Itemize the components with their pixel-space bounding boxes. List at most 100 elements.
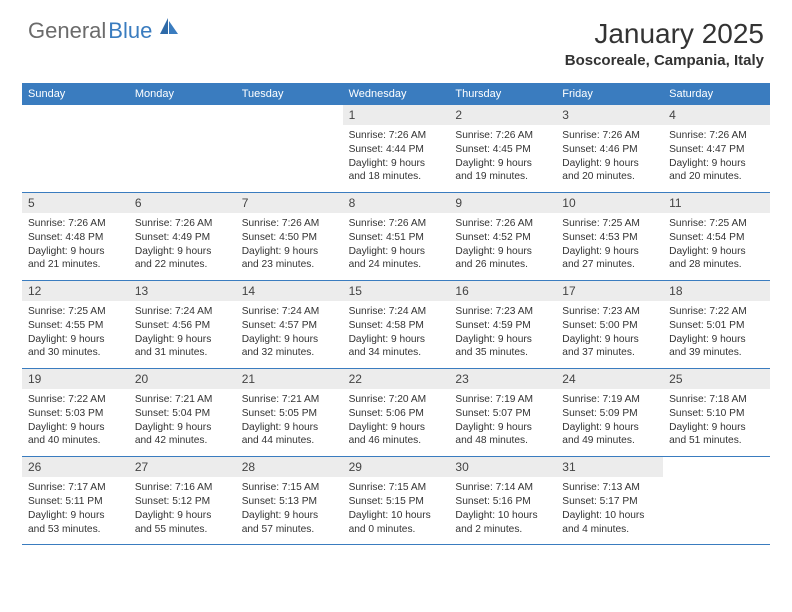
- calendar-body: 1Sunrise: 7:26 AMSunset: 4:44 PMDaylight…: [22, 105, 770, 545]
- calendar-day-cell: 5 Sunrise: 7:26 AMSunset: 4:48 PMDaylight…: [22, 193, 129, 280]
- sunset-line: Sunset: 5:10 PM: [669, 407, 764, 421]
- location-label: Boscoreale, Campania, Italy: [565, 52, 764, 69]
- day-number: 22: [343, 369, 450, 389]
- calendar-week-row: 26Sunrise: 7:17 AMSunset: 5:11 PMDayligh…: [22, 457, 770, 545]
- sunset-line: Sunset: 4:52 PM: [455, 231, 550, 245]
- logo-text-general: General: [28, 18, 106, 44]
- calendar-day-cell: 28Sunrise: 7:15 AMSunset: 5:13 PMDayligh…: [236, 457, 343, 544]
- calendar-day-cell: 30Sunrise: 7:14 AMSunset: 5:16 PMDayligh…: [449, 457, 556, 544]
- sunrise-line: Sunrise: 7:26 AM: [349, 129, 444, 143]
- sun-info: Sunrise: 7:26 AMSunset: 4:48 PMDaylight:…: [28, 217, 123, 272]
- daylight-line: Daylight: 10 hours and 0 minutes.: [349, 509, 444, 537]
- weekday-header-row: SundayMondayTuesdayWednesdayThursdayFrid…: [22, 83, 770, 105]
- sunrise-line: Sunrise: 7:26 AM: [28, 217, 123, 231]
- daylight-line: Daylight: 9 hours and 39 minutes.: [669, 333, 764, 361]
- sunrise-line: Sunrise: 7:21 AM: [135, 393, 230, 407]
- sunrise-line: Sunrise: 7:25 AM: [669, 217, 764, 231]
- daylight-line: Daylight: 9 hours and 55 minutes.: [135, 509, 230, 537]
- calendar-day-cell: 6Sunrise: 7:26 AMSunset: 4:49 PMDaylight…: [129, 193, 236, 280]
- day-number: 10: [556, 193, 663, 213]
- sun-info: Sunrise: 7:26 AMSunset: 4:52 PMDaylight:…: [455, 217, 550, 272]
- daylight-line: Daylight: 9 hours and 26 minutes.: [455, 245, 550, 273]
- calendar-day-cell: 1Sunrise: 7:26 AMSunset: 4:44 PMDaylight…: [343, 105, 450, 192]
- sunset-line: Sunset: 5:12 PM: [135, 495, 230, 509]
- calendar-day-cell: 31Sunrise: 7:13 AMSunset: 5:17 PMDayligh…: [556, 457, 663, 544]
- calendar-empty-cell: [22, 105, 129, 192]
- sunset-line: Sunset: 4:48 PM: [28, 231, 123, 245]
- calendar-day-cell: 12Sunrise: 7:25 AMSunset: 4:55 PMDayligh…: [22, 281, 129, 368]
- weekday-label: Friday: [556, 83, 663, 105]
- daylight-line: Daylight: 9 hours and 24 minutes.: [349, 245, 444, 273]
- sun-info: Sunrise: 7:26 AMSunset: 4:44 PMDaylight:…: [349, 129, 444, 184]
- sunset-line: Sunset: 5:13 PM: [242, 495, 337, 509]
- sun-info: Sunrise: 7:26 AMSunset: 4:45 PMDaylight:…: [455, 129, 550, 184]
- day-number: 9: [449, 193, 556, 213]
- sun-info: Sunrise: 7:26 AMSunset: 4:50 PMDaylight:…: [242, 217, 337, 272]
- sunrise-line: Sunrise: 7:26 AM: [669, 129, 764, 143]
- calendar-day-cell: 14Sunrise: 7:24 AMSunset: 4:57 PMDayligh…: [236, 281, 343, 368]
- sun-info: Sunrise: 7:23 AMSunset: 4:59 PMDaylight:…: [455, 305, 550, 360]
- weekday-label: Tuesday: [236, 83, 343, 105]
- sunset-line: Sunset: 5:07 PM: [455, 407, 550, 421]
- calendar-day-cell: 21Sunrise: 7:21 AMSunset: 5:05 PMDayligh…: [236, 369, 343, 456]
- daylight-line: Daylight: 9 hours and 49 minutes.: [562, 421, 657, 449]
- day-number: 3: [556, 105, 663, 125]
- sun-info: Sunrise: 7:18 AMSunset: 5:10 PMDaylight:…: [669, 393, 764, 448]
- calendar-day-cell: 19Sunrise: 7:22 AMSunset: 5:03 PMDayligh…: [22, 369, 129, 456]
- sunrise-line: Sunrise: 7:24 AM: [349, 305, 444, 319]
- day-number: 23: [449, 369, 556, 389]
- sunrise-line: Sunrise: 7:16 AM: [135, 481, 230, 495]
- day-number: 8: [343, 193, 450, 213]
- day-number: 21: [236, 369, 343, 389]
- day-number: 25: [663, 369, 770, 389]
- calendar-day-cell: 10Sunrise: 7:25 AMSunset: 4:53 PMDayligh…: [556, 193, 663, 280]
- day-number: 29: [343, 457, 450, 477]
- day-number: 18: [663, 281, 770, 301]
- sunset-line: Sunset: 5:01 PM: [669, 319, 764, 333]
- sunrise-line: Sunrise: 7:26 AM: [242, 217, 337, 231]
- sunset-line: Sunset: 4:55 PM: [28, 319, 123, 333]
- sunset-line: Sunset: 4:45 PM: [455, 143, 550, 157]
- sunrise-line: Sunrise: 7:20 AM: [349, 393, 444, 407]
- sunset-line: Sunset: 4:58 PM: [349, 319, 444, 333]
- sunset-line: Sunset: 5:00 PM: [562, 319, 657, 333]
- sunset-line: Sunset: 4:51 PM: [349, 231, 444, 245]
- calendar-day-cell: 3Sunrise: 7:26 AMSunset: 4:46 PMDaylight…: [556, 105, 663, 192]
- sunset-line: Sunset: 5:09 PM: [562, 407, 657, 421]
- sunrise-line: Sunrise: 7:23 AM: [455, 305, 550, 319]
- sun-info: Sunrise: 7:26 AMSunset: 4:49 PMDaylight:…: [135, 217, 230, 272]
- calendar-week-row: 19Sunrise: 7:22 AMSunset: 5:03 PMDayligh…: [22, 369, 770, 457]
- calendar-week-row: 12Sunrise: 7:25 AMSunset: 4:55 PMDayligh…: [22, 281, 770, 369]
- sunrise-line: Sunrise: 7:24 AM: [135, 305, 230, 319]
- sun-info: Sunrise: 7:15 AMSunset: 5:13 PMDaylight:…: [242, 481, 337, 536]
- calendar-empty-cell: [129, 105, 236, 192]
- calendar-day-cell: 27Sunrise: 7:16 AMSunset: 5:12 PMDayligh…: [129, 457, 236, 544]
- day-number: 14: [236, 281, 343, 301]
- sunrise-line: Sunrise: 7:22 AM: [28, 393, 123, 407]
- day-number: 11: [663, 193, 770, 213]
- day-number: 5: [22, 193, 129, 213]
- sunrise-line: Sunrise: 7:26 AM: [455, 217, 550, 231]
- calendar-week-row: 5Sunrise: 7:26 AMSunset: 4:48 PMDaylight…: [22, 193, 770, 281]
- sun-info: Sunrise: 7:14 AMSunset: 5:16 PMDaylight:…: [455, 481, 550, 536]
- sunset-line: Sunset: 4:46 PM: [562, 143, 657, 157]
- daylight-line: Daylight: 9 hours and 32 minutes.: [242, 333, 337, 361]
- logo: General Blue: [28, 18, 180, 44]
- weekday-label: Thursday: [449, 83, 556, 105]
- calendar-day-cell: 17Sunrise: 7:23 AMSunset: 5:00 PMDayligh…: [556, 281, 663, 368]
- logo-sail-icon: [158, 16, 180, 41]
- daylight-line: Daylight: 10 hours and 2 minutes.: [455, 509, 550, 537]
- daylight-line: Daylight: 9 hours and 22 minutes.: [135, 245, 230, 273]
- calendar-day-cell: 22Sunrise: 7:20 AMSunset: 5:06 PMDayligh…: [343, 369, 450, 456]
- daylight-line: Daylight: 9 hours and 53 minutes.: [28, 509, 123, 537]
- sunrise-line: Sunrise: 7:15 AM: [349, 481, 444, 495]
- sunrise-line: Sunrise: 7:19 AM: [562, 393, 657, 407]
- sunset-line: Sunset: 4:56 PM: [135, 319, 230, 333]
- sunset-line: Sunset: 5:06 PM: [349, 407, 444, 421]
- sunset-line: Sunset: 4:53 PM: [562, 231, 657, 245]
- sunset-line: Sunset: 5:16 PM: [455, 495, 550, 509]
- calendar-day-cell: 26Sunrise: 7:17 AMSunset: 5:11 PMDayligh…: [22, 457, 129, 544]
- sun-info: Sunrise: 7:24 AMSunset: 4:58 PMDaylight:…: [349, 305, 444, 360]
- daylight-line: Daylight: 9 hours and 44 minutes.: [242, 421, 337, 449]
- weekday-label: Saturday: [663, 83, 770, 105]
